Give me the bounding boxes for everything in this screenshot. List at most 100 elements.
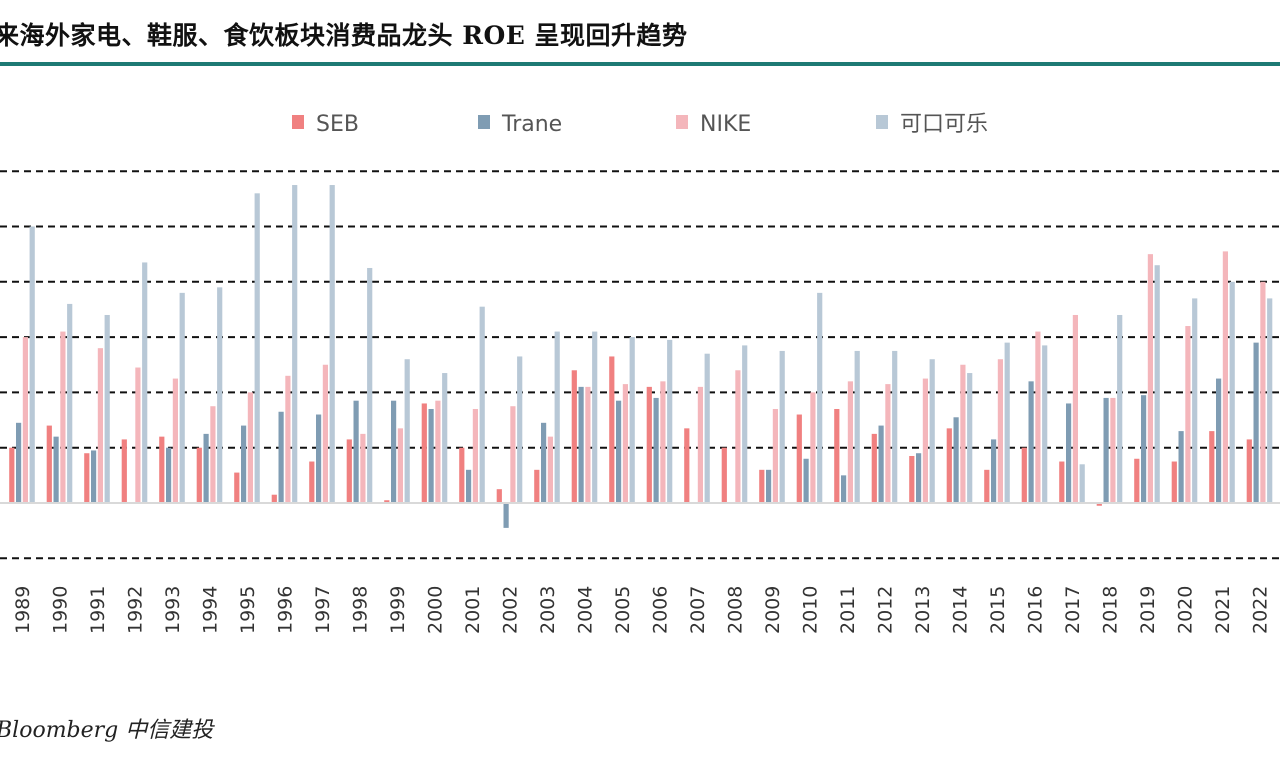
x-tick-label: 2011 <box>837 586 859 634</box>
bar-SEB-2011 <box>834 408 840 503</box>
bar-SEB-2017 <box>1059 461 1065 503</box>
x-tick-label: 2016 <box>1025 586 1047 634</box>
bar-SEB-2020 <box>1171 461 1177 503</box>
title-divider <box>0 62 1280 66</box>
bar-Trane-2015 <box>991 439 997 503</box>
x-tick-label: 1990 <box>50 586 72 634</box>
bar-可口可乐-2016 <box>1042 345 1048 503</box>
x-tick-label: 2010 <box>800 586 822 634</box>
bar-可口可乐-1997 <box>329 185 335 503</box>
bar-SEB-2022 <box>1246 439 1252 503</box>
bar-Trane-2002 <box>503 503 509 528</box>
bar-可口可乐-2000 <box>442 373 448 503</box>
bar-Trane-2022 <box>1253 342 1259 503</box>
gridlines <box>0 170 1280 560</box>
bar-可口可乐-2011 <box>854 350 860 503</box>
x-tick-label: 1997 <box>312 586 334 634</box>
legend-label: Trane <box>501 112 562 137</box>
legend-label: NIKE <box>700 112 751 137</box>
bar-NIKE-1995 <box>247 392 253 503</box>
bar-Trane-2004 <box>578 386 584 503</box>
x-tick-label: 2017 <box>1062 586 1084 634</box>
bar-SEB-2008 <box>721 447 727 503</box>
bar-NIKE-1990 <box>60 331 66 503</box>
bar-NIKE-2005 <box>622 384 628 503</box>
bar-NIKE-2019 <box>1147 254 1153 503</box>
bar-Trane-2005 <box>616 400 622 503</box>
bar-可口可乐-2006 <box>667 339 673 503</box>
bar-SEB-2010 <box>796 414 802 503</box>
bar-SEB-2016 <box>1021 447 1027 503</box>
bar-SEB-1999 <box>384 500 390 503</box>
bar-可口可乐-1994 <box>217 287 223 503</box>
chart-title: 来海外家电、鞋服、食饮板块消费品龙头 ROE 呈现回升趋势 <box>0 21 688 50</box>
bar-SEB-2013 <box>909 455 915 503</box>
bar-NIKE-1998 <box>360 433 366 503</box>
x-tick-label: 1998 <box>350 586 372 634</box>
bar-NIKE-2009 <box>772 408 778 503</box>
bar-NIKE-2012 <box>885 384 891 503</box>
bar-SEB-2005 <box>609 356 615 503</box>
x-tick-label: 2022 <box>1250 586 1272 634</box>
bar-NIKE-1992 <box>135 367 141 503</box>
bar-Trane-2012 <box>878 425 884 503</box>
bar-可口可乐-1993 <box>179 292 185 503</box>
legend-label: SEB <box>316 112 359 137</box>
bar-SEB-1994 <box>196 447 202 503</box>
legend: SEB Trane NIKE 可口可乐 <box>292 112 988 137</box>
bar-SEB-2018 <box>1096 503 1102 506</box>
bar-Trane-2009 <box>766 469 772 503</box>
bar-可口可乐-1999 <box>404 359 410 503</box>
bar-NIKE-2010 <box>810 392 816 503</box>
x-tick-label: 2006 <box>650 586 672 634</box>
bars <box>9 185 1273 528</box>
x-tick-label: 1989 <box>12 586 34 634</box>
x-tick-label: 2003 <box>537 586 559 634</box>
bar-NIKE-1989 <box>22 337 28 503</box>
bar-SEB-1991 <box>84 453 90 503</box>
x-tick-label: 2000 <box>425 586 447 634</box>
bar-SEB-2002 <box>496 489 502 503</box>
bar-SEB-1993 <box>159 436 165 503</box>
x-tick-label: 2021 <box>1212 586 1234 634</box>
bar-SEB-2012 <box>871 433 877 503</box>
legend-swatch-SEB <box>292 115 304 129</box>
bar-NIKE-2001 <box>472 408 478 503</box>
bar-可口可乐-2004 <box>592 331 598 503</box>
bar-Trane-2010 <box>803 458 809 503</box>
bar-可口可乐-1995 <box>254 193 260 503</box>
x-tick-label: 2009 <box>762 586 784 634</box>
bar-NIKE-2007 <box>697 386 703 503</box>
bar-可口可乐-2012 <box>892 350 898 503</box>
x-tick-label: 2004 <box>575 586 597 634</box>
bar-NIKE-2000 <box>435 400 441 503</box>
bar-Trane-1998 <box>353 400 359 503</box>
bar-SEB-1990 <box>46 425 52 503</box>
bar-可口可乐-1998 <box>367 267 373 503</box>
bar-Trane-1997 <box>316 414 322 503</box>
bar-NIKE-2014 <box>960 364 966 503</box>
bar-可口可乐-2022 <box>1267 298 1273 503</box>
bar-可口可乐-2018 <box>1117 314 1123 503</box>
bar-Trane-2018 <box>1103 397 1109 503</box>
bar-NIKE-2006 <box>660 381 666 503</box>
bar-NIKE-1994 <box>210 406 216 503</box>
x-tick-label: 2007 <box>687 586 709 634</box>
bar-SEB-2001 <box>459 447 465 503</box>
bar-可口可乐-2003 <box>554 331 560 503</box>
bar-SEB-1996 <box>271 494 277 503</box>
bar-NIKE-1999 <box>397 428 403 503</box>
bar-Trane-2003 <box>541 422 547 503</box>
bar-Trane-1990 <box>53 436 59 503</box>
bar-Trane-2019 <box>1141 395 1147 503</box>
bar-SEB-2003 <box>534 469 540 503</box>
bar-Trane-2000 <box>428 408 434 503</box>
legend-swatch-NIKE <box>676 115 688 129</box>
bar-Trane-2020 <box>1178 431 1184 503</box>
bar-SEB-2009 <box>759 469 765 503</box>
x-tick-label: 1992 <box>125 586 147 634</box>
x-tick-label: 1999 <box>387 586 409 634</box>
bar-Trane-2016 <box>1028 381 1034 503</box>
bar-可口可乐-1991 <box>104 314 110 503</box>
bar-NIKE-2017 <box>1072 314 1078 503</box>
